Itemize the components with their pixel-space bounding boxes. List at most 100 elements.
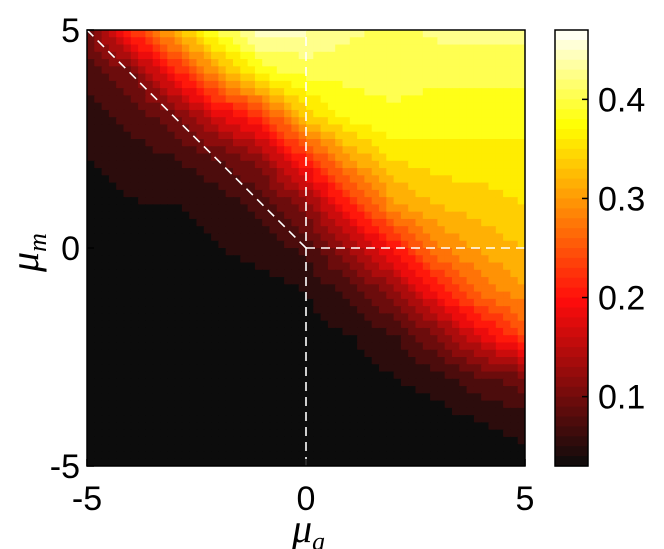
heatmap-cell: [459, 436, 468, 445]
heatmap-cell: [364, 407, 373, 416]
heatmap-cell: [269, 429, 278, 438]
heatmap-cell: [174, 30, 183, 38]
heatmap-cell: [94, 139, 103, 147]
heatmap-cell: [145, 182, 154, 191]
heatmap-cell: [247, 436, 256, 445]
heatmap-cell: [233, 218, 241, 227]
heatmap-cell: [298, 320, 307, 329]
heatmap-cell: [130, 37, 139, 46]
heatmap-cell: [138, 364, 146, 373]
heatmap-cell: [415, 44, 424, 53]
heatmap-cell: [174, 109, 183, 118]
heatmap-cell: [393, 291, 402, 300]
heatmap-cell: [393, 117, 402, 126]
heatmap-cell: [400, 327, 409, 336]
heatmap-cell: [503, 204, 511, 213]
heatmap-cell: [174, 117, 183, 126]
heatmap-cell: [335, 451, 344, 460]
heatmap-cell: [254, 451, 263, 460]
heatmap-cell: [145, 422, 154, 431]
heatmap-cell: [430, 335, 438, 344]
heatmap-cell: [517, 88, 525, 96]
heatmap-cell: [517, 204, 525, 213]
heatmap-cell: [371, 197, 380, 205]
heatmap-cell: [306, 415, 314, 423]
heatmap-cell: [503, 95, 511, 104]
heatmap-cell: [108, 349, 117, 358]
heatmap-cell: [510, 327, 519, 336]
heatmap-cell: [101, 269, 110, 278]
heatmap-cell: [225, 197, 234, 205]
heatmap-cell: [116, 357, 125, 365]
heatmap-cell: [276, 37, 285, 46]
heatmap-cell: [488, 189, 497, 198]
heatmap-cell: [181, 335, 190, 344]
heatmap-cell: [379, 233, 387, 242]
heatmap-cell: [181, 109, 190, 118]
heatmap-cell: [240, 240, 249, 249]
heatmap-cell: [298, 458, 307, 466]
heatmap-cell: [152, 59, 161, 67]
heatmap-cell: [196, 37, 205, 46]
heatmap-cell: [138, 102, 146, 111]
heatmap-cell: [218, 80, 227, 89]
heatmap-cell: [364, 277, 373, 285]
heatmap-cell: [415, 313, 424, 322]
heatmap-cell: [196, 269, 205, 278]
heatmap-cell: [276, 160, 285, 169]
heatmap-cell: [123, 306, 132, 314]
heatmap-cell: [130, 153, 139, 162]
heatmap-cell: [430, 407, 438, 416]
heatmap-cell: [218, 175, 227, 184]
heatmap-cell: [108, 458, 117, 466]
heatmap-cell: [116, 189, 125, 198]
heatmap-cell: [167, 306, 176, 314]
heatmap-cell: [459, 124, 468, 133]
heatmap-cell: [459, 349, 468, 358]
heatmap-cell: [400, 415, 409, 423]
heatmap-cell: [203, 269, 212, 278]
heatmap-cell: [276, 298, 285, 307]
heatmap-cell: [145, 211, 154, 220]
heatmap-cell: [152, 131, 161, 140]
heatmap-cell: [437, 342, 446, 351]
heatmap-cell: [503, 400, 511, 409]
heatmap-cell: [108, 255, 117, 264]
heatmap-cell: [349, 109, 358, 118]
colorbar-segment: [555, 406, 588, 418]
heatmap-cell: [276, 284, 285, 293]
heatmap-cell: [291, 407, 300, 416]
heatmap-cell: [233, 444, 241, 453]
heatmap-cell: [320, 451, 329, 460]
heatmap-cell: [437, 277, 446, 285]
heatmap-cell: [349, 248, 358, 256]
heatmap-cell: [452, 233, 460, 242]
heatmap-cell: [503, 211, 511, 220]
heatmap-cell: [218, 320, 227, 329]
heatmap-cell: [233, 378, 241, 387]
heatmap-cell: [276, 436, 285, 445]
colorbar-segment: [555, 188, 588, 200]
heatmap-cell: [459, 44, 468, 53]
heatmap-cell: [203, 429, 212, 438]
heatmap-cell: [452, 73, 460, 82]
heatmap-cell: [393, 422, 402, 431]
heatmap-cell: [473, 342, 482, 351]
heatmap-cell: [218, 204, 227, 213]
heatmap-cell: [473, 458, 482, 466]
heatmap-cell: [517, 429, 525, 438]
heatmap-cell: [393, 37, 402, 46]
heatmap-cell: [284, 335, 292, 344]
heatmap-cell: [503, 378, 511, 387]
heatmap-cell: [466, 189, 475, 198]
heatmap-cell: [473, 277, 482, 285]
heatmap-cell: [444, 51, 453, 60]
heatmap-cell: [430, 306, 438, 314]
heatmap-cell: [247, 444, 256, 453]
heatmap-cell: [196, 313, 205, 322]
heatmap-cell: [145, 66, 154, 75]
heatmap-cell: [415, 233, 424, 242]
heatmap-cell: [327, 182, 336, 191]
heatmap-cell: [422, 248, 431, 256]
heatmap-cell: [174, 357, 183, 365]
